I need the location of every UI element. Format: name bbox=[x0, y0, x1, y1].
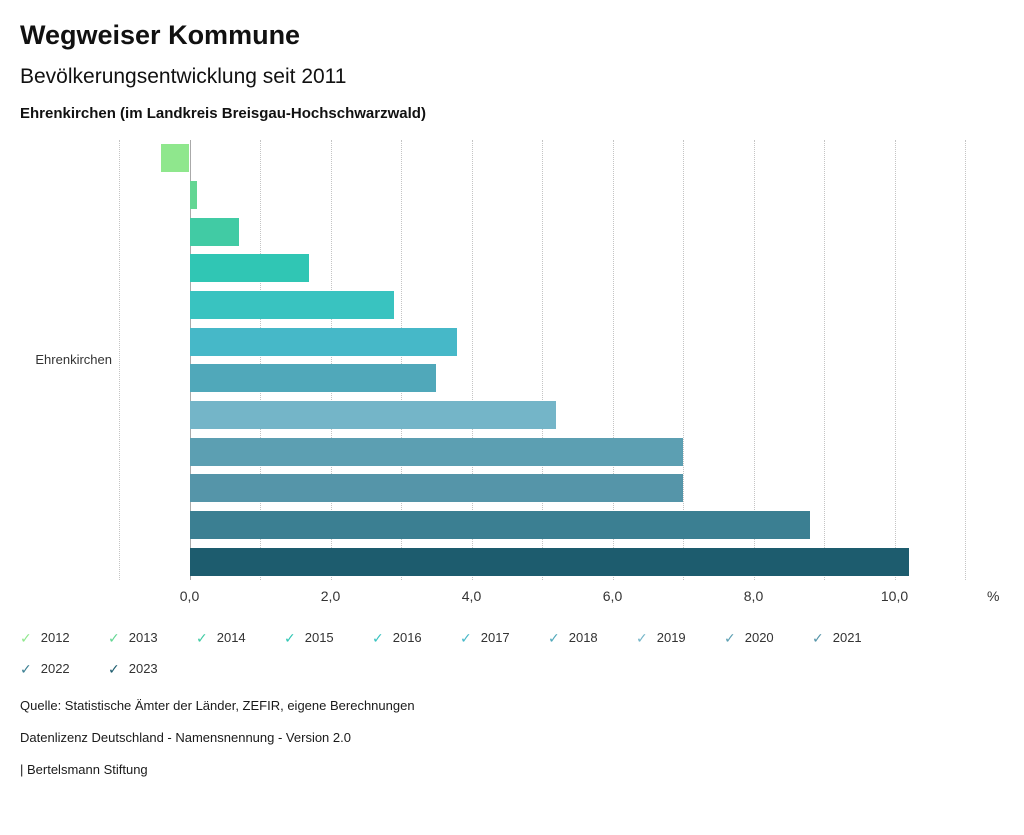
legend-item-2016[interactable]: ✓ 2016 bbox=[372, 630, 460, 645]
publisher-line: | Bertelsmann Stiftung bbox=[20, 762, 148, 777]
bar-2016[interactable] bbox=[189, 291, 394, 319]
x-axis-unit-label: % bbox=[987, 588, 1000, 604]
gridline bbox=[612, 140, 614, 580]
legend-item-2017[interactable]: ✓ 2017 bbox=[460, 630, 548, 645]
source-line: Quelle: Statistische Ämter der Länder, Z… bbox=[20, 698, 415, 713]
legend-item-label: 2013 bbox=[128, 630, 158, 645]
bar-2020[interactable] bbox=[189, 437, 683, 466]
legend-item-2019[interactable]: ✓ 2019 bbox=[636, 630, 724, 645]
plot-area bbox=[119, 140, 966, 580]
legend-item-label: 2014 bbox=[216, 630, 246, 645]
x-tick-2,0: 2,0 bbox=[320, 588, 341, 604]
legend-item-2018[interactable]: ✓ 2018 bbox=[548, 630, 636, 645]
region-label: Ehrenkirchen (im Landkreis Breisgau-Hoch… bbox=[20, 105, 426, 122]
legend-item-label: 2015 bbox=[304, 630, 334, 645]
legend-item-2022[interactable]: ✓ 2022 bbox=[20, 661, 108, 676]
checkmark-icon: ✓ bbox=[20, 629, 32, 646]
page-title: Wegweiser Kommune bbox=[20, 20, 301, 50]
checkmark-icon: ✓ bbox=[20, 660, 32, 677]
bar-chart: Ehrenkirchen 0,0 2,0 4,0 6,0 8,0 10,0 % bbox=[20, 140, 1004, 610]
x-tick-6,0: 6,0 bbox=[602, 588, 623, 604]
gridline bbox=[471, 140, 473, 580]
legend-item-2014[interactable]: ✓ 2014 bbox=[196, 630, 284, 645]
checkmark-icon: ✓ bbox=[812, 629, 824, 646]
legend-item-label: 2020 bbox=[744, 630, 774, 645]
bar-2021[interactable] bbox=[189, 474, 683, 503]
legend-item-label: 2019 bbox=[656, 630, 686, 645]
bar-2013[interactable] bbox=[189, 181, 197, 209]
gridline bbox=[401, 140, 402, 580]
license-line: Datenlizenz Deutschland - Namensnennung … bbox=[20, 730, 351, 745]
bar-2012[interactable] bbox=[161, 144, 190, 173]
legend-item-label: 2018 bbox=[568, 630, 598, 645]
chart-subtitle: Bevölkerungsentwicklung seit 2011 bbox=[20, 65, 347, 88]
legend-item-label: 2023 bbox=[128, 661, 158, 676]
zero-axis-line bbox=[189, 140, 191, 580]
checkmark-icon: ✓ bbox=[548, 629, 560, 646]
checkmark-icon: ✓ bbox=[108, 660, 120, 677]
x-tick-10,0: 10,0 bbox=[880, 588, 909, 604]
legend-item-2021[interactable]: ✓ 2021 bbox=[812, 630, 900, 645]
checkmark-icon: ✓ bbox=[284, 629, 296, 646]
legend-item-label: 2016 bbox=[392, 630, 422, 645]
bar-2023[interactable] bbox=[189, 547, 909, 576]
checkmark-icon: ✓ bbox=[108, 629, 120, 646]
checkmark-icon: ✓ bbox=[196, 629, 208, 646]
gridline bbox=[119, 140, 120, 580]
x-tick-0,0: 0,0 bbox=[179, 588, 200, 604]
gridline bbox=[330, 140, 332, 580]
gridline bbox=[683, 140, 684, 580]
gridline bbox=[894, 140, 896, 580]
gridline bbox=[753, 140, 755, 580]
legend-item-label: 2021 bbox=[832, 630, 862, 645]
bar-2017[interactable] bbox=[189, 327, 458, 356]
footer: Quelle: Statistische Ämter der Länder, Z… bbox=[20, 698, 1004, 777]
gridline bbox=[542, 140, 543, 580]
bar-2015[interactable] bbox=[189, 254, 310, 283]
bar-2019[interactable] bbox=[189, 401, 557, 429]
gridline bbox=[824, 140, 825, 580]
legend-item-2012[interactable]: ✓ 2012 bbox=[20, 630, 108, 645]
bar-2018[interactable] bbox=[189, 364, 437, 393]
legend-item-2023[interactable]: ✓ 2023 bbox=[108, 661, 196, 676]
legend-item-label: 2017 bbox=[480, 630, 510, 645]
legend: ✓ 2012 ✓ 2013 ✓ 2014 ✓ 2015 ✓ 2016 ✓ 2017 ✓ 2018 ✓ 2019… bbox=[20, 630, 920, 676]
y-axis-category-label: Ehrenkirchen bbox=[35, 352, 112, 367]
legend-item-label: 2022 bbox=[40, 661, 70, 676]
checkmark-icon: ✓ bbox=[372, 629, 384, 646]
checkmark-icon: ✓ bbox=[460, 629, 472, 646]
checkmark-icon: ✓ bbox=[636, 629, 648, 646]
bar-2014[interactable] bbox=[189, 217, 239, 246]
legend-item-2015[interactable]: ✓ 2015 bbox=[284, 630, 372, 645]
x-tick-4,0: 4,0 bbox=[461, 588, 482, 604]
x-tick-8,0: 8,0 bbox=[743, 588, 764, 604]
bar-2022[interactable] bbox=[189, 511, 810, 539]
checkmark-icon: ✓ bbox=[724, 629, 736, 646]
legend-item-2020[interactable]: ✓ 2020 bbox=[724, 630, 812, 645]
legend-item-label: 2012 bbox=[40, 630, 70, 645]
legend-item-2013[interactable]: ✓ 2013 bbox=[108, 630, 196, 645]
gridline bbox=[965, 140, 966, 580]
gridline bbox=[260, 140, 261, 580]
